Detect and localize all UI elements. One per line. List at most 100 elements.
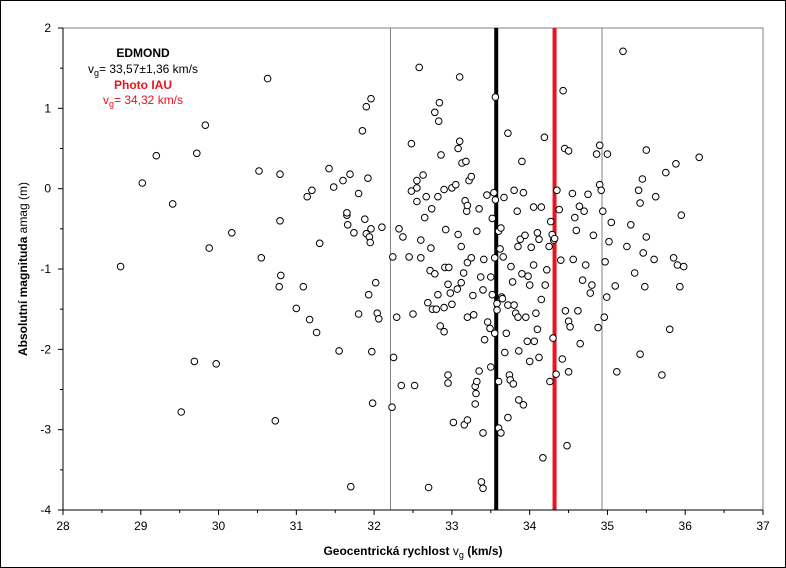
data-point bbox=[487, 273, 495, 281]
y-tick-label: -4 bbox=[40, 503, 51, 517]
data-point bbox=[271, 417, 280, 425]
data-point bbox=[494, 377, 503, 386]
data-point bbox=[407, 139, 416, 148]
data-point bbox=[546, 217, 555, 226]
data-point bbox=[636, 199, 644, 207]
data-point bbox=[676, 282, 684, 291]
data-point bbox=[454, 230, 462, 239]
data-point bbox=[575, 202, 584, 211]
data-point bbox=[346, 170, 354, 178]
data-point bbox=[490, 253, 499, 262]
data-point bbox=[509, 380, 518, 388]
data-point bbox=[459, 269, 468, 277]
data-point bbox=[410, 381, 419, 390]
data-point bbox=[642, 233, 651, 241]
data-point bbox=[354, 189, 363, 198]
data-point bbox=[368, 399, 377, 408]
data-point bbox=[550, 234, 559, 243]
data-point bbox=[508, 278, 517, 286]
iau-value: vg= 34,32 km/s bbox=[103, 93, 183, 109]
x-tick-label: 33 bbox=[445, 519, 459, 533]
data-point bbox=[557, 256, 565, 265]
data-point bbox=[190, 357, 199, 366]
x-tick-label: 36 bbox=[679, 519, 693, 533]
data-point bbox=[595, 141, 604, 150]
data-point bbox=[392, 313, 401, 322]
data-point bbox=[347, 482, 355, 491]
data-point bbox=[607, 218, 616, 227]
data-point bbox=[473, 227, 481, 235]
data-point bbox=[498, 294, 507, 303]
y-tick-label: 2 bbox=[44, 21, 51, 35]
data-point bbox=[564, 368, 573, 376]
data-point bbox=[630, 269, 639, 277]
data-point bbox=[440, 185, 448, 194]
data-point bbox=[343, 209, 351, 217]
data-point bbox=[431, 270, 439, 278]
data-point bbox=[525, 357, 534, 366]
data-point bbox=[436, 322, 445, 330]
data-point bbox=[415, 63, 424, 72]
data-point bbox=[434, 117, 443, 125]
data-point bbox=[600, 313, 609, 322]
data-point bbox=[535, 235, 543, 244]
data-point bbox=[427, 244, 435, 252]
data-point bbox=[584, 190, 592, 199]
data-point bbox=[312, 328, 321, 337]
data-point bbox=[413, 176, 421, 185]
x-tick-label: 31 bbox=[290, 519, 304, 533]
data-point bbox=[446, 289, 455, 297]
data-point bbox=[638, 175, 647, 183]
data-point bbox=[335, 347, 343, 355]
data-point bbox=[549, 334, 557, 342]
data-point bbox=[518, 270, 526, 278]
axes: 28 29 30 31 32 33 34 35 36 37 -4 -3 -2 -1 0 1 2 bbox=[40, 21, 770, 533]
data-point bbox=[479, 429, 487, 437]
data-point bbox=[467, 172, 476, 181]
data-point bbox=[455, 73, 464, 81]
data-point bbox=[366, 238, 375, 247]
data-point bbox=[490, 188, 498, 197]
data-point bbox=[545, 242, 553, 251]
data-point bbox=[339, 176, 347, 185]
data-point bbox=[475, 205, 483, 213]
data-point bbox=[488, 290, 497, 299]
data-point bbox=[329, 183, 338, 191]
data-point bbox=[168, 200, 177, 208]
data-point bbox=[419, 171, 427, 179]
data-point bbox=[679, 262, 688, 271]
data-point bbox=[475, 367, 483, 375]
data-point bbox=[371, 278, 380, 287]
data-point bbox=[592, 150, 601, 158]
data-point bbox=[305, 315, 314, 324]
data-point bbox=[677, 211, 686, 219]
data-point bbox=[546, 377, 554, 386]
data-point bbox=[513, 207, 522, 215]
data-point bbox=[594, 323, 602, 332]
data-point bbox=[522, 313, 530, 322]
data-point bbox=[540, 133, 549, 142]
data-point bbox=[662, 168, 670, 177]
data-point bbox=[510, 301, 518, 309]
data-point bbox=[504, 413, 512, 422]
data-point bbox=[452, 180, 460, 189]
edmond-label: EDMOND bbox=[116, 46, 170, 60]
data-point bbox=[405, 253, 413, 261]
data-point bbox=[480, 255, 488, 264]
data-point bbox=[463, 416, 472, 424]
data-point bbox=[507, 262, 515, 271]
data-point bbox=[524, 272, 532, 281]
data-point bbox=[472, 389, 480, 398]
data-point bbox=[409, 310, 417, 318]
data-point bbox=[529, 261, 538, 269]
data-point bbox=[422, 192, 431, 201]
data-point bbox=[361, 215, 369, 223]
data-point bbox=[533, 229, 542, 237]
data-point bbox=[424, 483, 433, 492]
data-point bbox=[449, 418, 458, 427]
data-point bbox=[588, 281, 596, 289]
data-point bbox=[558, 355, 567, 363]
data-point bbox=[623, 242, 631, 251]
data-point bbox=[500, 193, 508, 202]
